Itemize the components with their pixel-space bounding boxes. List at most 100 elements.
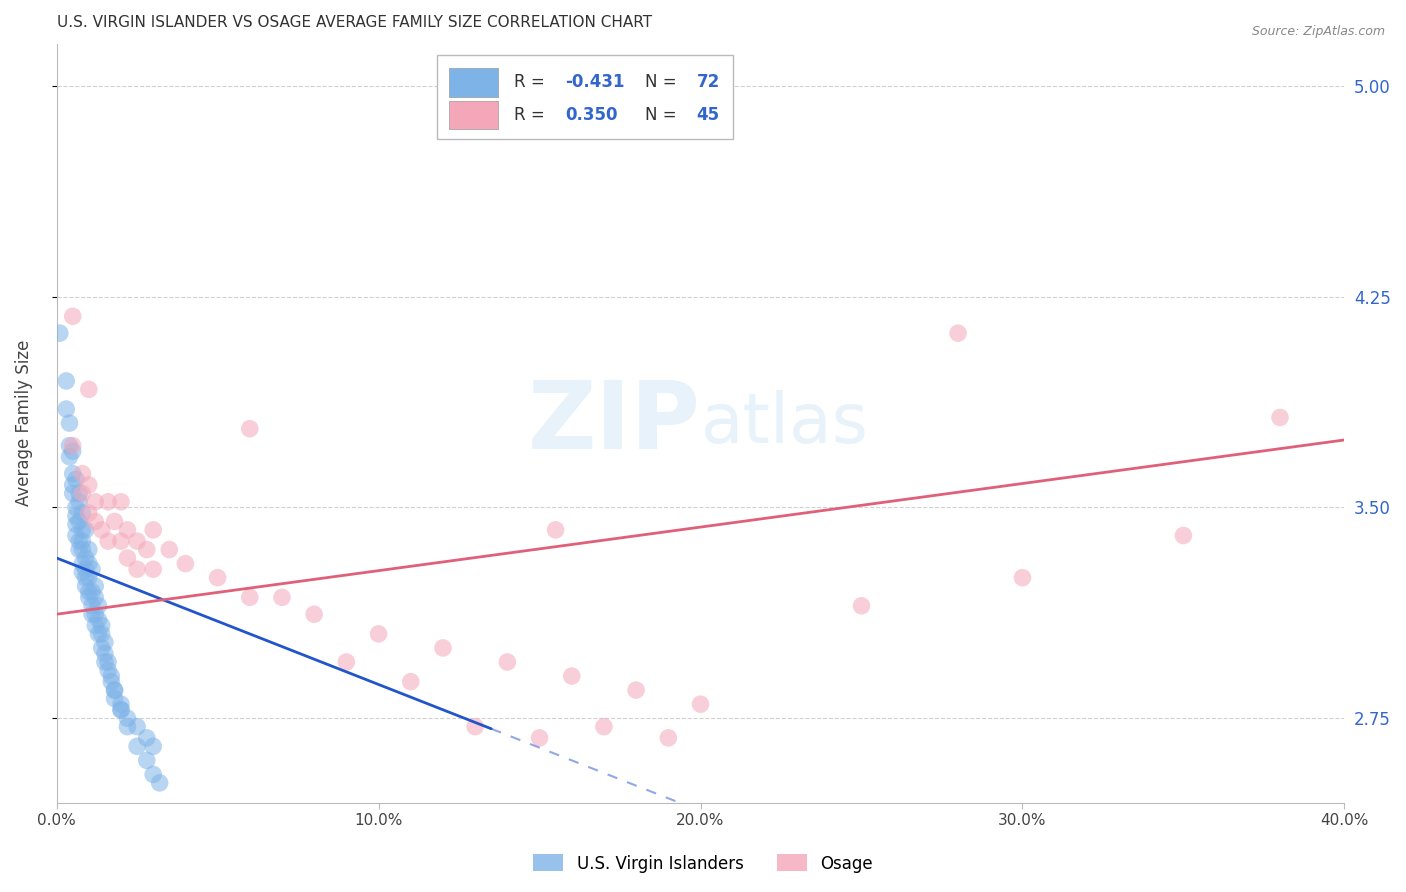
Point: [72, 557, 94, 571]
Point: [97, 534, 120, 549]
Point: [135, 542, 157, 557]
Point: [72, 523, 94, 537]
Point: [72, 565, 94, 579]
Point: [75, 579, 97, 593]
Text: U.S. VIRGIN ISLANDER VS OSAGE AVERAGE FAMILY SIZE CORRELATION CHART: U.S. VIRGIN ISLANDER VS OSAGE AVERAGE FA…: [56, 15, 652, 30]
Point: [117, 720, 139, 734]
Point: [851, 599, 873, 613]
Text: ZIP: ZIP: [527, 377, 700, 469]
Point: [149, 776, 172, 790]
Point: [80, 562, 103, 576]
Point: [65, 528, 87, 542]
Point: [84, 618, 107, 632]
Point: [58, 439, 80, 453]
Text: 72: 72: [696, 73, 720, 91]
Point: [142, 523, 165, 537]
Point: [97, 655, 120, 669]
Point: [72, 467, 94, 481]
Point: [77, 542, 100, 557]
Point: [1268, 410, 1291, 425]
Point: [84, 515, 107, 529]
Point: [77, 584, 100, 599]
Point: [62, 467, 84, 481]
Point: [946, 326, 969, 340]
Point: [1011, 571, 1033, 585]
Point: [84, 607, 107, 622]
Point: [97, 495, 120, 509]
Point: [72, 534, 94, 549]
Point: [399, 674, 422, 689]
Point: [142, 562, 165, 576]
Point: [94, 647, 117, 661]
Point: [55, 402, 77, 417]
Point: [110, 495, 132, 509]
Point: [544, 523, 567, 537]
Point: [72, 486, 94, 500]
Point: [77, 557, 100, 571]
Text: Source: ZipAtlas.com: Source: ZipAtlas.com: [1251, 25, 1385, 38]
Point: [271, 591, 294, 605]
Point: [142, 739, 165, 754]
Point: [689, 697, 711, 711]
Point: [174, 557, 197, 571]
Text: atlas: atlas: [700, 390, 869, 457]
Point: [67, 515, 90, 529]
Point: [49, 326, 72, 340]
Point: [65, 508, 87, 523]
Text: N =: N =: [645, 73, 682, 91]
Point: [157, 542, 180, 557]
Point: [77, 591, 100, 605]
Point: [432, 640, 454, 655]
Point: [103, 691, 125, 706]
Point: [593, 720, 616, 734]
Point: [110, 697, 132, 711]
Point: [90, 618, 112, 632]
Point: [302, 607, 325, 622]
Point: [90, 523, 112, 537]
Point: [94, 635, 117, 649]
Point: [127, 739, 149, 754]
Point: [55, 374, 77, 388]
Point: [117, 523, 139, 537]
Point: [80, 607, 103, 622]
Y-axis label: Average Family Size: Average Family Size: [15, 340, 32, 507]
Point: [90, 627, 112, 641]
Point: [127, 562, 149, 576]
Point: [65, 517, 87, 532]
FancyBboxPatch shape: [450, 101, 498, 129]
Point: [135, 731, 157, 745]
Point: [90, 640, 112, 655]
Point: [624, 683, 647, 698]
Point: [77, 571, 100, 585]
Text: -0.431: -0.431: [565, 73, 624, 91]
Point: [77, 383, 100, 397]
Point: [100, 669, 122, 683]
Point: [75, 551, 97, 566]
Point: [87, 613, 110, 627]
Point: [135, 753, 157, 767]
Point: [239, 591, 262, 605]
Point: [62, 486, 84, 500]
Point: [67, 486, 90, 500]
Point: [335, 655, 357, 669]
Point: [58, 416, 80, 430]
Point: [80, 584, 103, 599]
Point: [87, 599, 110, 613]
Point: [103, 683, 125, 698]
Point: [100, 674, 122, 689]
Point: [529, 731, 551, 745]
Point: [110, 703, 132, 717]
Point: [65, 500, 87, 515]
Point: [94, 655, 117, 669]
Point: [496, 655, 519, 669]
Point: [117, 711, 139, 725]
Legend: U.S. Virgin Islanders, Osage: U.S. Virgin Islanders, Osage: [527, 847, 879, 880]
Point: [657, 731, 679, 745]
FancyBboxPatch shape: [450, 68, 498, 97]
Point: [62, 478, 84, 492]
Point: [77, 506, 100, 520]
Point: [72, 506, 94, 520]
Point: [58, 450, 80, 464]
Point: [87, 627, 110, 641]
Text: 0.350: 0.350: [565, 106, 617, 124]
